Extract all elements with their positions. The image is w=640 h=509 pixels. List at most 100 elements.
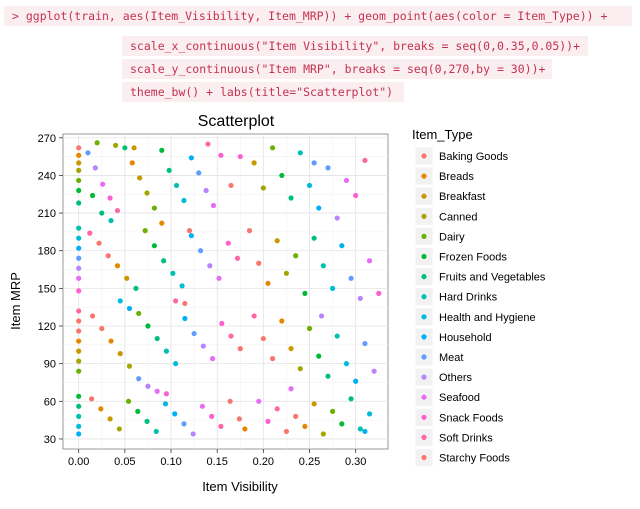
data-point (225, 240, 231, 246)
legend-swatch (421, 274, 427, 280)
chart-title: Scatterplot (198, 113, 275, 130)
y-tick-label: 60 (44, 396, 56, 408)
data-point (108, 338, 114, 344)
data-point (151, 243, 158, 249)
data-point (182, 300, 188, 307)
data-point (76, 348, 82, 354)
data-point (76, 167, 82, 173)
data-point (173, 182, 180, 189)
legend-label: Canned (439, 211, 478, 223)
data-point (182, 315, 188, 322)
data-point (320, 431, 326, 437)
data-point (188, 155, 194, 161)
legend-swatch (421, 354, 427, 360)
y-tick-label: 270 (38, 133, 56, 145)
data-point (265, 280, 271, 286)
data-point (142, 228, 148, 234)
data-point (114, 207, 121, 214)
data-point (166, 167, 172, 173)
data-point (161, 258, 167, 264)
data-point (99, 210, 105, 216)
data-point (339, 243, 345, 249)
data-point (76, 145, 82, 151)
legend-swatch (421, 173, 427, 179)
data-point (76, 235, 82, 241)
data-point (210, 202, 217, 209)
data-point (179, 283, 185, 289)
data-point (362, 340, 368, 347)
data-point (279, 172, 285, 179)
y-tick-label: 240 (38, 170, 56, 182)
data-point (302, 290, 308, 296)
data-point (283, 428, 290, 435)
data-point (205, 141, 211, 147)
data-point (320, 263, 326, 269)
data-point (76, 187, 82, 194)
data-point (163, 348, 170, 354)
data-point (135, 408, 141, 414)
data-point (186, 228, 193, 234)
legend-label: Dairy (439, 231, 465, 243)
data-point (76, 152, 82, 158)
data-point (191, 330, 197, 337)
data-point (76, 160, 82, 166)
legend-swatch (421, 434, 427, 440)
data-point (154, 388, 160, 394)
data-point (269, 356, 276, 362)
data-point (207, 263, 213, 269)
data-point (173, 298, 179, 304)
data-point (236, 416, 242, 422)
data-point (117, 351, 123, 357)
data-point (76, 423, 82, 430)
data-point (348, 275, 354, 281)
data-point (154, 335, 160, 342)
legend-swatch (421, 454, 427, 461)
data-point (353, 192, 359, 199)
legend-swatch (421, 153, 427, 159)
points-layer (76, 140, 382, 437)
data-point (89, 313, 96, 319)
data-point (105, 253, 111, 259)
data-point (256, 260, 262, 266)
legend-label: Meat (439, 352, 463, 364)
data-point (133, 285, 139, 291)
data-point (144, 418, 150, 424)
data-point (256, 398, 262, 404)
data-point (76, 338, 82, 344)
legend-label: Fruits and Vegetables (439, 272, 546, 284)
data-point (92, 165, 98, 171)
data-point (197, 248, 204, 254)
legend-swatch (421, 334, 427, 340)
data-point (279, 318, 285, 324)
y-tick-label: 150 (38, 283, 56, 295)
data-point (76, 200, 82, 206)
data-point (366, 258, 373, 264)
data-point (362, 157, 368, 163)
data-point (162, 401, 169, 407)
data-point (260, 185, 266, 191)
data-point (124, 275, 130, 281)
data-point (136, 376, 142, 382)
data-point (316, 205, 322, 211)
data-point (113, 142, 119, 148)
legend-swatch (421, 193, 427, 199)
data-point (76, 328, 82, 334)
data-point (228, 182, 234, 189)
data-point (288, 386, 294, 392)
data-point (125, 398, 132, 404)
data-point (366, 411, 373, 417)
data-point (129, 160, 135, 166)
data-point (302, 423, 308, 430)
data-point (325, 373, 331, 379)
data-point (126, 305, 133, 312)
data-point (163, 391, 170, 397)
data-point (199, 403, 206, 409)
data-point (218, 423, 224, 430)
data-point (306, 325, 313, 332)
data-point (362, 428, 368, 435)
data-point (107, 195, 113, 201)
legend: Item_Type Baking Goods Breads Breakfast Can… (412, 127, 546, 467)
y-tick-label: 210 (38, 208, 56, 220)
data-point (196, 170, 202, 176)
legend-swatch (421, 253, 427, 260)
